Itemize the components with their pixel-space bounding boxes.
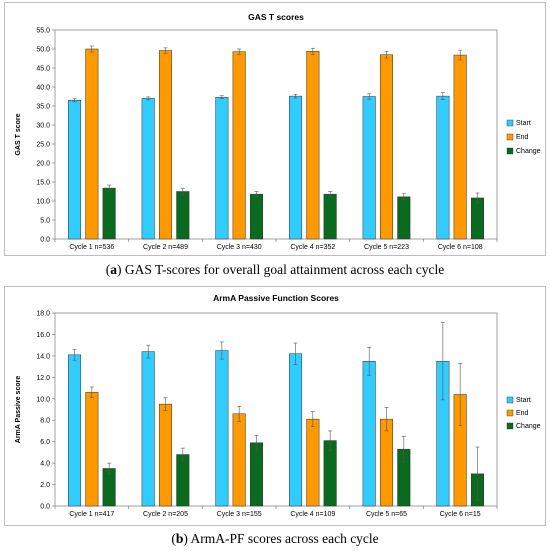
bar-change — [470, 197, 484, 240]
bar-end — [85, 392, 99, 507]
y-tick-label: 18.0 — [36, 311, 50, 318]
x-tick-label: Cycle 6 n=108 — [438, 244, 483, 251]
legend-label-end: End — [516, 134, 529, 141]
bar-start — [215, 97, 229, 240]
y-tick-label: 35.0 — [36, 104, 50, 111]
chart-title: GAS T scores — [248, 12, 304, 22]
x-tick-label: Cycle 6 n=15 — [440, 511, 481, 518]
legend-swatch-change — [506, 422, 514, 430]
bar-change — [249, 442, 263, 507]
bar-end — [306, 418, 320, 507]
bar-end — [379, 54, 394, 240]
caption-a: (a) GAS T-scores for overall goal attain… — [105, 262, 445, 277]
bar-end — [306, 51, 320, 240]
chart-a: GAS T scores GAS T score 0.0 5.0 10.0 15.0 20.… — [15, 12, 541, 251]
bar-end — [232, 413, 246, 507]
x-tick-label: Cycle 3 n=430 — [217, 244, 262, 251]
legend-label-end: End — [516, 410, 529, 417]
x-tick-label: Cycle 1 n=536 — [69, 244, 114, 251]
caption-a-letter: a — [110, 262, 117, 277]
bar-end — [85, 48, 99, 240]
y-tick-label: 0.0 — [40, 504, 50, 511]
bar-change — [397, 196, 411, 240]
x-tick-label: Cycle 1 n=417 — [69, 511, 114, 518]
bar-end — [232, 51, 246, 240]
y-tick-label: 10.0 — [36, 396, 50, 403]
y-tick-label: 30.0 — [36, 123, 50, 130]
bar-end — [453, 54, 467, 240]
x-tick-label: Cycle 5 n=65 — [366, 511, 407, 518]
bar-change — [249, 193, 263, 240]
bar-change — [176, 454, 190, 507]
bar-start — [141, 351, 155, 507]
caption-b: (b) ArmA-PF scores across each cycle — [171, 531, 379, 546]
legend-label-change: Change — [516, 423, 541, 430]
bar-end — [158, 50, 173, 240]
bar-change — [323, 193, 337, 240]
x-tick-label: Cycle 4 n=352 — [290, 244, 335, 251]
bar-start — [68, 354, 82, 507]
bar-start — [215, 350, 229, 507]
legend-label-start: Start — [516, 120, 531, 127]
legend-swatch-end — [506, 409, 514, 417]
bar-start — [362, 96, 376, 240]
y-axis-label: GAS T score — [15, 113, 22, 155]
y-tick-label: 6.0 — [40, 439, 50, 446]
bar-end — [379, 418, 394, 507]
legend-label-start: Start — [516, 397, 531, 404]
y-tick-label: 8.0 — [40, 418, 50, 425]
x-tick-label: Cycle 5 n=223 — [364, 244, 409, 251]
bar-start — [141, 98, 155, 240]
x-tick-label: Cycle 2 n=205 — [143, 511, 188, 518]
y-tick-label: 14.0 — [36, 353, 50, 360]
y-tick-label: 0.0 — [40, 237, 50, 244]
y-tick-label: 40.0 — [36, 85, 50, 92]
legend-swatch-start — [506, 119, 514, 127]
caption-a-text: GAS T-scores for overall goal attainment… — [124, 262, 445, 277]
bar-change — [176, 191, 190, 240]
plot-area — [54, 29, 498, 240]
x-tick-label: Cycle 2 n=489 — [143, 244, 188, 251]
bar-end — [158, 403, 173, 507]
bar-change — [102, 187, 116, 240]
chart-title: ArmA Passive Function Scores — [213, 293, 339, 303]
y-tick-label: 10.0 — [36, 199, 50, 206]
y-tick-label: 12.0 — [36, 375, 50, 382]
y-tick-label: 20.0 — [36, 161, 50, 168]
y-axis-label: ArmA Passive score — [15, 376, 22, 444]
legend-swatch-start — [506, 396, 514, 404]
y-tick-label: 25.0 — [36, 142, 50, 149]
legend-swatch-change — [506, 147, 514, 155]
y-tick-label: 5.0 — [40, 218, 50, 225]
caption-b-letter: b — [175, 531, 184, 546]
bar-start — [362, 361, 376, 507]
x-tick-label: Cycle 4 n=109 — [290, 511, 335, 518]
y-tick-label: 2.0 — [40, 482, 50, 489]
chart-b: ArmA Passive Function Scores ArmA Passive… — [15, 293, 541, 518]
bar-start — [436, 95, 450, 240]
bar-start — [289, 353, 303, 507]
y-tick-label: 15.0 — [36, 180, 50, 187]
legend-swatch-end — [506, 133, 514, 141]
y-tick-label: 45.0 — [36, 66, 50, 73]
y-tick-label: 55.0 — [36, 28, 50, 35]
y-tick-label: 4.0 — [40, 461, 50, 468]
bar-start — [68, 100, 82, 240]
y-tick-label: 16.0 — [36, 332, 50, 339]
legend-label-change: Change — [516, 148, 541, 155]
y-tick-label: 50.0 — [36, 47, 50, 54]
plot-area — [54, 312, 498, 507]
bar-start — [289, 95, 303, 240]
caption-b-text: ArmA-PF scores across each cycle — [190, 531, 379, 546]
x-tick-label: Cycle 3 n=155 — [217, 511, 262, 518]
